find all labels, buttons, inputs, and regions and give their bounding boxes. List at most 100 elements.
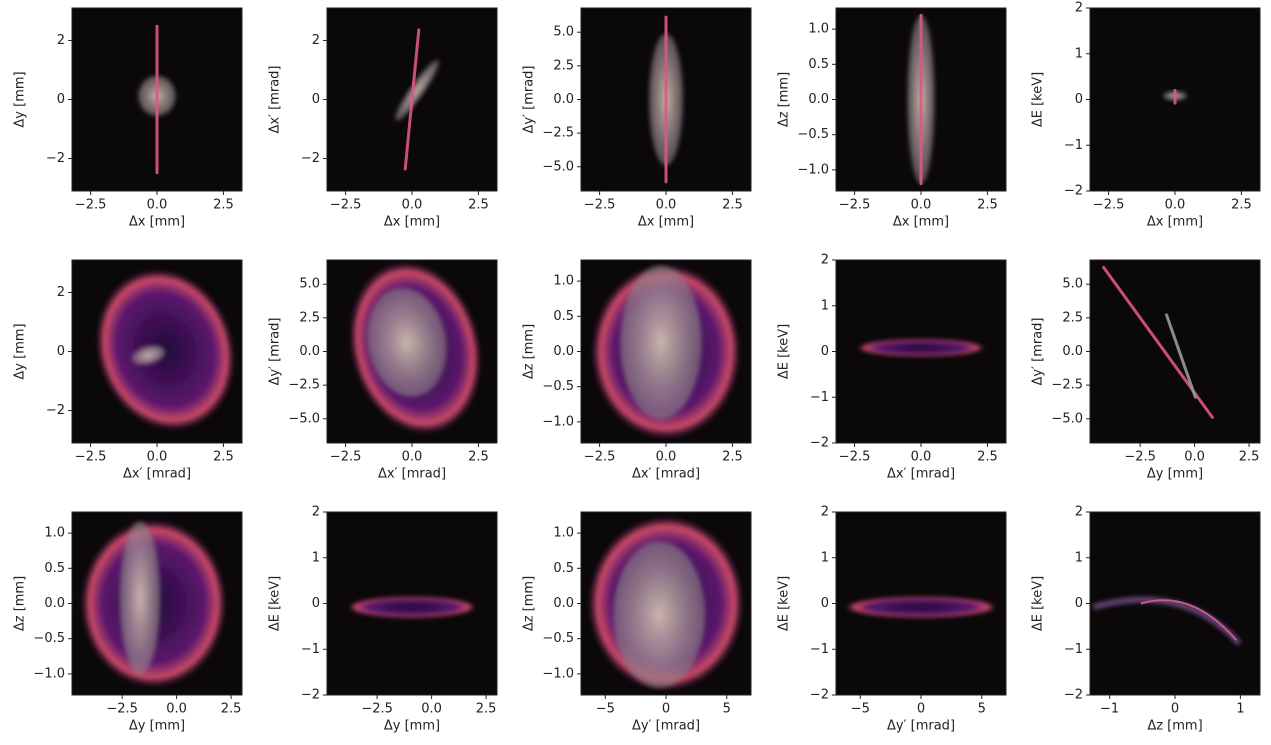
panel: −2.5 0.0 2.5 −5.0 −2.5 0.0 2.5 5.0 Δx [mm] Δy′ [m…: [522, 7, 752, 230]
panel: −2.5 0.0 2.5 −2 0 2 Δx [mm] Δy [mm]: [13, 7, 243, 230]
beam-halo: [347, 596, 477, 619]
y-tick-label: 2: [312, 33, 320, 48]
y-tick-label: 0.0: [553, 92, 574, 107]
panel: −2.5 0.0 2.5 −2 0 2 Δx [mm] Δx′ [mrad]: [268, 7, 498, 230]
y-tick-label: −2: [1064, 184, 1083, 199]
density: [138, 24, 176, 175]
y-axis-label: Δx′ [mrad]: [268, 65, 283, 133]
y-tick-label: 1: [821, 298, 829, 313]
y-tick-label: 2: [1075, 505, 1083, 520]
x-tick-label: 1: [1236, 702, 1244, 717]
y-tick-label: 2: [57, 33, 65, 48]
y-axis-label: ΔE [keV]: [777, 324, 792, 379]
x-tick-label: −2.5: [584, 450, 616, 465]
x-tick-label: 0.0: [1165, 198, 1186, 213]
density: [347, 596, 477, 619]
y-tick-label: 0.0: [553, 596, 574, 611]
x-tick-label: −2.5: [584, 198, 616, 213]
density: [395, 28, 439, 171]
y-tick-label: 0: [821, 596, 829, 611]
x-tick-label: −1: [1100, 702, 1119, 717]
x-tick-label: 0.0: [421, 702, 442, 717]
y-tick-label: 2.5: [299, 310, 320, 325]
x-tick-label: 2.5: [1239, 450, 1260, 465]
y-tick-label: −2: [301, 688, 320, 703]
x-axis-label: Δy′ [mrad]: [887, 719, 955, 734]
x-tick-label: −5: [851, 702, 870, 717]
beam-core: [367, 287, 447, 397]
y-tick-label: −1.0: [33, 666, 65, 681]
y-axis-label: ΔE [keV]: [268, 576, 283, 631]
x-tick-label: −2.5: [330, 198, 362, 213]
panel: −2.5 0.0 2.5 −2 −1 0 1 2 Δy [mm] ΔE [keV]: [268, 505, 498, 734]
panel: −2.5 0.0 2.5 −1.0 −0.5 0.0 0.5 1.0 Δx′ [mrad] Δz …: [522, 259, 752, 482]
x-tick-label: −2.5: [361, 702, 393, 717]
panel: −1 0 1 −2 −1 0 1 2 Δz [mm] ΔE [keV]: [1031, 505, 1261, 734]
x-tick-label: 2.5: [468, 198, 489, 213]
y-tick-label: 0: [1075, 92, 1083, 107]
x-tick-label: −2.5: [75, 198, 107, 213]
x-tick-label: 0.0: [147, 198, 168, 213]
y-tick-label: 0.5: [808, 57, 829, 72]
x-tick-label: 0.0: [147, 450, 168, 465]
y-tick-label: 1.0: [553, 274, 574, 289]
density: [1163, 88, 1187, 105]
y-tick-label: −5.0: [288, 411, 320, 426]
y-tick-label: 0.0: [299, 344, 320, 359]
beam-streak: [1140, 599, 1237, 641]
y-tick-label: 0: [1075, 596, 1083, 611]
y-tick-label: 0: [57, 344, 65, 359]
beam-halo: [95, 268, 236, 431]
y-tick-label: −5.0: [1051, 411, 1083, 426]
y-tick-label: −2: [46, 403, 65, 418]
y-tick-label: −0.5: [542, 379, 574, 394]
y-tick-label: 1.0: [808, 22, 829, 37]
x-tick-label: 2.5: [1231, 198, 1252, 213]
panel: −2.5 0.0 2.5 −1.0 −0.5 0.0 0.5 1.0 Δx [mm] Δz [mm…: [777, 7, 1007, 230]
y-tick-label: 2: [312, 505, 320, 520]
y-tick-label: 0.0: [1062, 344, 1083, 359]
y-tick-label: −2.5: [288, 378, 320, 393]
x-tick-label: −2.5: [839, 198, 871, 213]
panel: −5 0 5 −2 −1 0 1 2 Δy′ [mrad] ΔE [keV]: [777, 505, 1007, 734]
y-axis-label: Δy [mm]: [13, 323, 28, 379]
x-axis-label: Δy [mm]: [1147, 467, 1203, 482]
y-tick-label: −1.0: [797, 162, 829, 177]
x-tick-label: 2.5: [476, 702, 497, 717]
y-tick-label: −1.0: [542, 414, 574, 429]
density: [1092, 596, 1242, 646]
x-tick-label: 5: [978, 702, 986, 717]
y-tick-label: 1.0: [553, 526, 574, 541]
beam-core: [620, 265, 702, 420]
y-tick-label: −0.5: [33, 631, 65, 646]
density: [649, 15, 683, 184]
y-tick-label: 2.5: [553, 58, 574, 73]
x-axis-label: Δx′ [mrad]: [887, 467, 955, 482]
panel: −5 0 5 −1.0 −0.5 0.0 0.5 1.0 Δy′ [mrad] Δz [mm]: [522, 511, 752, 734]
y-tick-label: −1: [1064, 138, 1083, 153]
x-tick-label: 0.0: [1184, 450, 1205, 465]
y-tick-label: 0.5: [553, 561, 574, 576]
x-axis-label: Δx [mm]: [1147, 215, 1203, 230]
y-tick-label: −0.5: [542, 631, 574, 646]
y-tick-label: −2.5: [1051, 378, 1083, 393]
panel: −2.5 0.0 2.5 −5.0 −2.5 0.0 2.5 5.0 Δx′ [mrad] Δy′…: [268, 259, 498, 482]
beam-streak: [1165, 313, 1197, 399]
y-tick-label: 2: [821, 505, 829, 520]
density: [95, 268, 236, 431]
y-tick-label: 5.0: [553, 25, 574, 40]
y-axis-label: Δy′ [mrad]: [1031, 317, 1046, 385]
x-axis-label: Δx [mm]: [129, 215, 185, 230]
y-tick-label: 0.0: [808, 92, 829, 107]
y-tick-label: −2: [301, 151, 320, 166]
y-tick-label: −2: [810, 436, 829, 451]
x-tick-label: 0.0: [166, 702, 187, 717]
beam-halo: [856, 338, 986, 357]
beam-core: [119, 521, 161, 675]
y-tick-label: 1: [1075, 550, 1083, 565]
x-tick-label: 2.5: [221, 702, 242, 717]
y-tick-label: −2.5: [542, 126, 574, 141]
x-axis-label: Δz [mm]: [1147, 719, 1202, 734]
y-axis-label: Δz [mm]: [13, 576, 28, 631]
